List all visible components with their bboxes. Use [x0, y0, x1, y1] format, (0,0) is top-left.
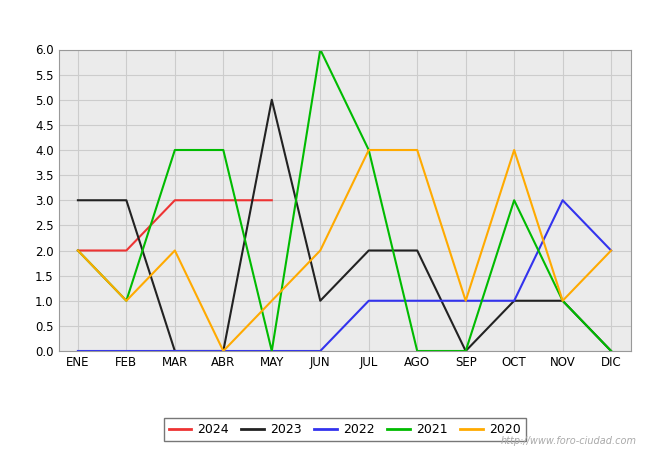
2023 — [510, 298, 518, 303]
2022 — [462, 298, 469, 303]
2022 — [171, 348, 179, 354]
2021 — [220, 147, 228, 153]
2022 — [220, 348, 228, 354]
Line: 2022: 2022 — [78, 200, 611, 351]
2021 — [413, 348, 421, 354]
2023 — [268, 97, 276, 103]
2021 — [171, 147, 179, 153]
2021 — [510, 198, 518, 203]
2022 — [607, 248, 615, 253]
2020 — [171, 248, 179, 253]
Line: 2020: 2020 — [78, 150, 611, 351]
2020 — [559, 298, 567, 303]
2020 — [365, 147, 372, 153]
2021 — [74, 248, 82, 253]
2021 — [559, 298, 567, 303]
2020 — [510, 147, 518, 153]
2022 — [413, 298, 421, 303]
Line: 2021: 2021 — [78, 50, 611, 351]
Text: Matriculaciones de Vehiculos en Montesquiu: Matriculaciones de Vehiculos en Montesqu… — [141, 11, 509, 29]
2022 — [122, 348, 130, 354]
2023 — [462, 348, 469, 354]
2020 — [122, 298, 130, 303]
2023 — [74, 198, 82, 203]
2023 — [607, 348, 615, 354]
2023 — [365, 248, 372, 253]
2023 — [317, 298, 324, 303]
2022 — [317, 348, 324, 354]
Text: http://www.foro-ciudad.com: http://www.foro-ciudad.com — [501, 436, 637, 446]
2020 — [74, 248, 82, 253]
2021 — [317, 47, 324, 52]
2021 — [122, 298, 130, 303]
2020 — [268, 298, 276, 303]
2023 — [122, 198, 130, 203]
2020 — [317, 248, 324, 253]
2022 — [74, 348, 82, 354]
2022 — [268, 348, 276, 354]
2020 — [413, 147, 421, 153]
Line: 2023: 2023 — [78, 100, 611, 351]
2023 — [559, 298, 567, 303]
2021 — [268, 348, 276, 354]
2023 — [220, 348, 228, 354]
2023 — [171, 348, 179, 354]
2020 — [607, 248, 615, 253]
2020 — [220, 348, 228, 354]
2021 — [607, 348, 615, 354]
Legend: 2024, 2023, 2022, 2021, 2020: 2024, 2023, 2022, 2021, 2020 — [164, 418, 525, 441]
2020 — [462, 298, 469, 303]
2021 — [462, 348, 469, 354]
2023 — [413, 248, 421, 253]
2021 — [365, 147, 372, 153]
2022 — [510, 298, 518, 303]
2022 — [365, 298, 372, 303]
2022 — [559, 198, 567, 203]
